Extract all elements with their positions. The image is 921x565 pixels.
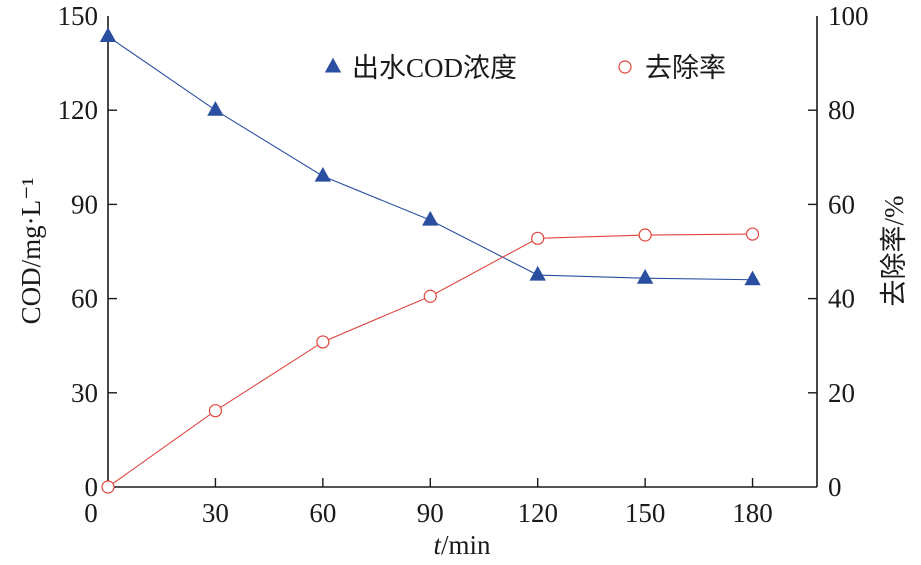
y-right-axis-title: 去除率/% <box>879 196 909 307</box>
legend-marker-cod <box>324 57 342 73</box>
series-layer <box>99 27 761 494</box>
legend: 出水COD浓度 去除率 <box>324 53 726 83</box>
y-right-tick-label: 60 <box>828 189 855 219</box>
data-point-triangle <box>529 265 546 281</box>
data-point-triangle <box>99 27 117 42</box>
data-point-circle <box>745 227 760 241</box>
x-tick-label: 0 <box>84 498 98 528</box>
y-left-tick-label: 30 <box>71 378 98 408</box>
y-left-tick-label: 150 <box>58 1 99 31</box>
x-tick-label: 180 <box>732 498 773 528</box>
data-point-triangle <box>314 166 332 182</box>
data-point-circle <box>316 335 330 349</box>
x-axis-title: t/min <box>433 530 491 560</box>
data-point-circle <box>208 404 223 418</box>
data-point-triangle <box>207 101 224 116</box>
y-left-axis-title: COD/mg·L⁻¹ <box>16 178 46 325</box>
x-tick-label: 150 <box>625 498 666 528</box>
series-line-1 <box>107 233 753 488</box>
y-left-tick-label: 90 <box>71 189 98 219</box>
x-tick-label: 30 <box>202 498 229 528</box>
y-right-tick-label: 100 <box>828 1 869 31</box>
legend-label-removal: 去除率 <box>645 53 726 83</box>
y-right-tick-label: 20 <box>828 378 855 408</box>
axes-layer: 0 30 60 90 120 150 180 0 30 60 90 120 150 0 20 40 60 80 10… <box>16 1 909 560</box>
y-left-tick-label: 120 <box>58 95 99 125</box>
x-tick-label: 120 <box>517 498 558 528</box>
y-right-tick-label: 40 <box>828 284 855 314</box>
data-point-triangle <box>744 270 761 286</box>
y-right-tick-label: 80 <box>828 95 855 125</box>
legend-marker-removal <box>618 60 632 74</box>
legend-label-cod: 出水COD浓度 <box>352 53 517 83</box>
y-left-tick-label: 60 <box>71 284 98 314</box>
x-tick-label: 60 <box>309 498 336 528</box>
y-right-tick-label: 0 <box>828 472 842 502</box>
data-point-circle <box>101 480 115 494</box>
y-left-tick-label: 0 <box>85 472 99 502</box>
data-point-circle <box>638 228 652 242</box>
data-point-circle <box>531 231 545 245</box>
data-point-triangle <box>422 210 439 226</box>
data-point-circle <box>423 289 437 303</box>
data-point-triangle <box>636 268 654 284</box>
x-tick-label: 90 <box>417 498 444 528</box>
